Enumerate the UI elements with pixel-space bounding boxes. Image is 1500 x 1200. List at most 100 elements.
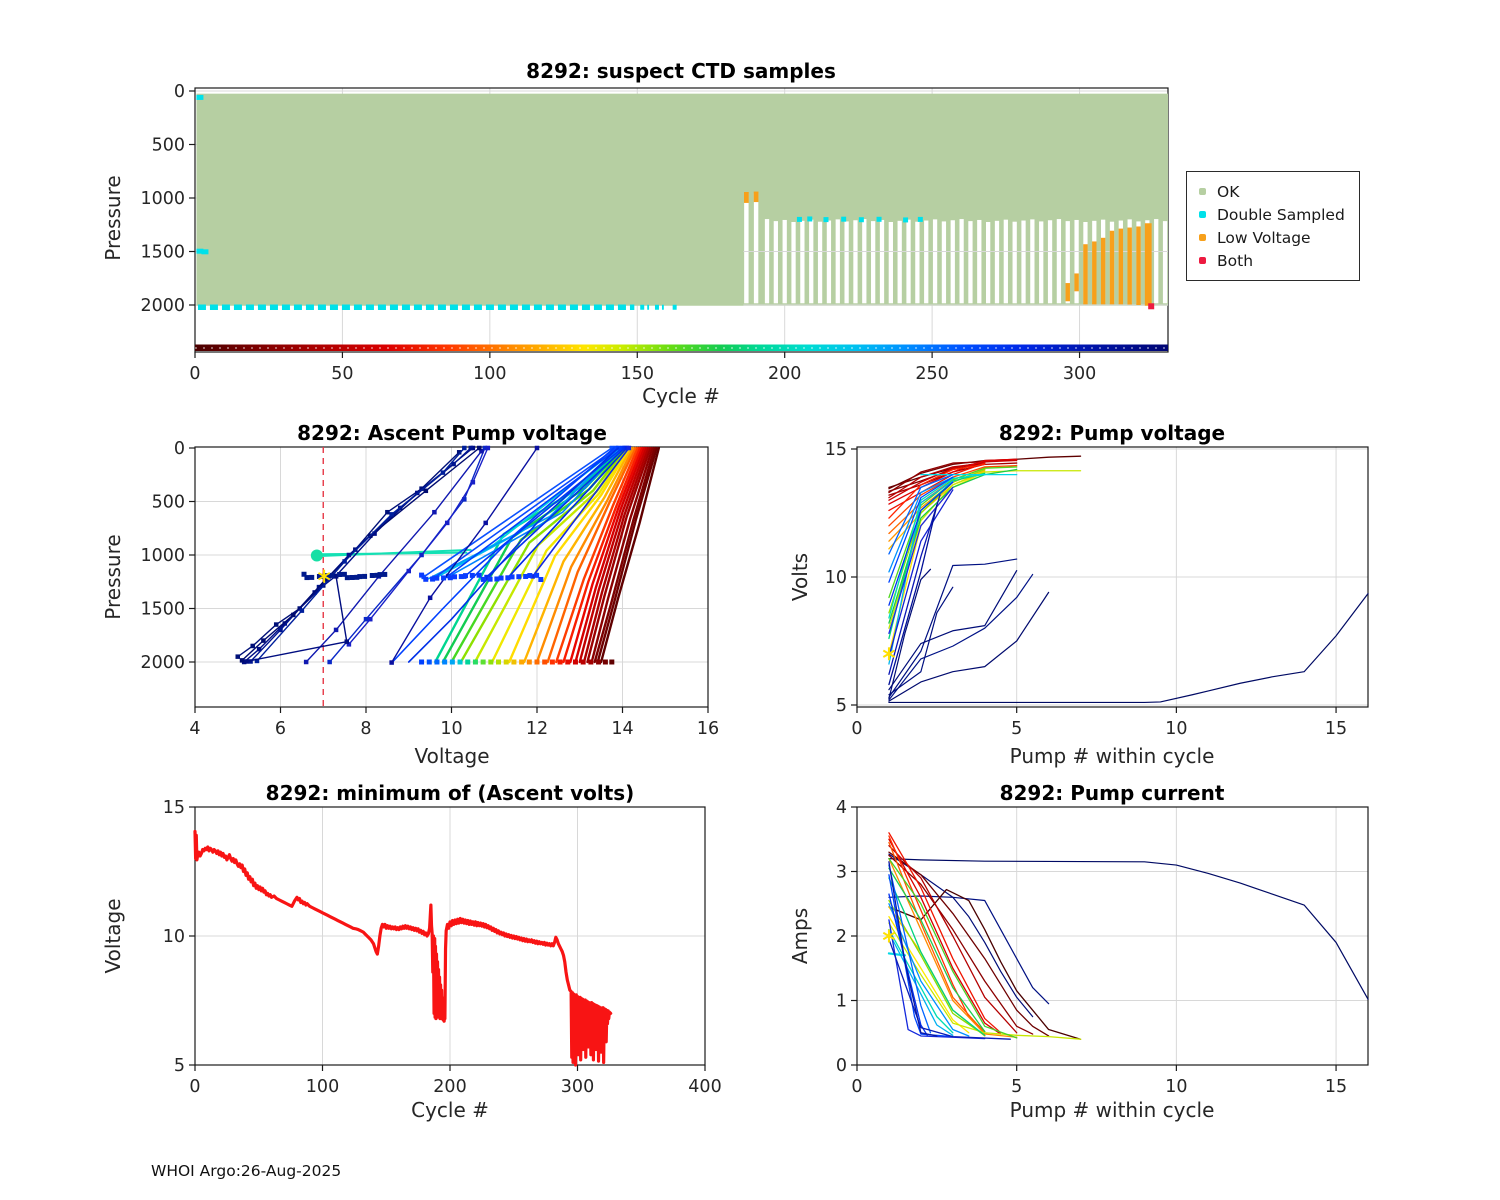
data-marker [523, 573, 529, 579]
series-line [888, 899, 986, 1036]
series-line [888, 466, 1018, 599]
sample-region [1030, 219, 1035, 304]
data-marker [456, 450, 462, 455]
svg-text:1000: 1000 [140, 546, 185, 566]
series-line [888, 459, 1018, 501]
data-marker [282, 621, 288, 626]
data-marker [434, 575, 440, 581]
series-line [569, 446, 643, 664]
sample-region [1083, 244, 1088, 305]
sample-region [853, 220, 858, 304]
sample-region [941, 221, 947, 304]
ascent-xaxis-label: Voltage [414, 744, 490, 768]
data-marker [451, 461, 456, 467]
data-marker [498, 575, 504, 581]
series-line [256, 447, 466, 662]
sample-region [773, 221, 778, 304]
data-marker [470, 479, 476, 485]
svg-text:8: 8 [360, 719, 371, 739]
teal-blob-marker [310, 549, 323, 562]
sample-region [959, 219, 964, 304]
sample-region [968, 221, 973, 304]
sample-region [844, 221, 849, 304]
sample-region [782, 219, 787, 304]
data-marker [239, 658, 245, 663]
svg-text:5: 5 [174, 1056, 185, 1076]
sample-region [950, 220, 955, 304]
data-marker [372, 531, 377, 536]
series-line [888, 558, 1018, 698]
series-line [888, 504, 938, 686]
data-marker [511, 659, 517, 665]
series-line [888, 832, 1002, 1034]
series-line [888, 489, 954, 658]
data-marker [447, 575, 453, 581]
svg-text:4: 4 [836, 798, 847, 818]
data-marker [534, 445, 540, 451]
data-marker [527, 573, 533, 579]
data-marker [423, 576, 429, 582]
series-line [888, 593, 1369, 704]
sample-region [1144, 223, 1152, 306]
svg-text:10: 10 [440, 719, 462, 739]
svg-text:250: 250 [915, 364, 948, 384]
data-marker [244, 659, 249, 664]
svg-text:5: 5 [836, 696, 847, 716]
sample-region [1047, 220, 1053, 304]
asterisk-marker [882, 931, 896, 941]
series-line [888, 841, 986, 1034]
data-marker [363, 616, 369, 622]
data-marker [487, 576, 493, 582]
data-marker [337, 571, 343, 577]
ascent_pump_voltage-plot-area: 4 6 8 10 12 14 16 0 500 1000 1500 2000 [140, 439, 719, 739]
data-marker [419, 659, 425, 665]
data-marker [273, 622, 279, 627]
data-marker [235, 654, 240, 659]
series-line [422, 447, 613, 578]
sample-region [753, 193, 759, 304]
data-marker [301, 571, 307, 577]
data-marker [329, 572, 335, 578]
series-line [317, 551, 468, 556]
data-marker [304, 575, 310, 581]
svg-text:100: 100 [306, 1077, 339, 1097]
data-marker [440, 470, 446, 475]
svg-text:3: 3 [836, 863, 847, 883]
sample-region [744, 193, 749, 304]
double-sampled-point [876, 216, 882, 222]
pump-current-yaxis-label: Amps [788, 907, 812, 965]
series-line [888, 480, 954, 665]
series-line [555, 446, 639, 664]
series-line [888, 573, 1034, 701]
data-marker [482, 445, 488, 451]
legend-label: Double Sampled [1217, 205, 1345, 224]
min-volts-chart-title: 8292: minimum of (Ascent volts) [265, 781, 635, 805]
sample-region [1074, 273, 1079, 292]
data-marker [432, 509, 437, 515]
pump-voltage-chart-title: 8292: Pump voltage [998, 421, 1226, 445]
data-marker [430, 576, 436, 582]
sample-region [809, 219, 814, 304]
data-marker [349, 574, 355, 580]
double-sampled-point [796, 216, 802, 222]
min-volts-yaxis-label: Voltage [101, 898, 125, 974]
data-marker [476, 572, 482, 578]
series-line [433, 447, 617, 579]
both-flag-point [1148, 303, 1155, 310]
series-line [507, 447, 628, 579]
series-line [888, 473, 954, 555]
data-marker [333, 574, 339, 579]
ctd-plot-area: 0 50 100 150 200 250 300 0 500 1000 1500 2000 [140, 82, 1169, 384]
sample-region [1039, 221, 1044, 304]
data-marker [572, 659, 578, 665]
data-marker [485, 445, 491, 451]
series-line [888, 586, 954, 696]
data-marker [385, 509, 390, 515]
data-marker [452, 574, 458, 580]
sample-region [1003, 219, 1008, 304]
svg-text:200: 200 [433, 1077, 466, 1097]
cycle-colorbar-strip [195, 344, 1168, 351]
data-marker [609, 659, 615, 665]
pump-voltage-yaxis-label: Volts [788, 552, 812, 602]
svg-text:0: 0 [851, 719, 862, 739]
